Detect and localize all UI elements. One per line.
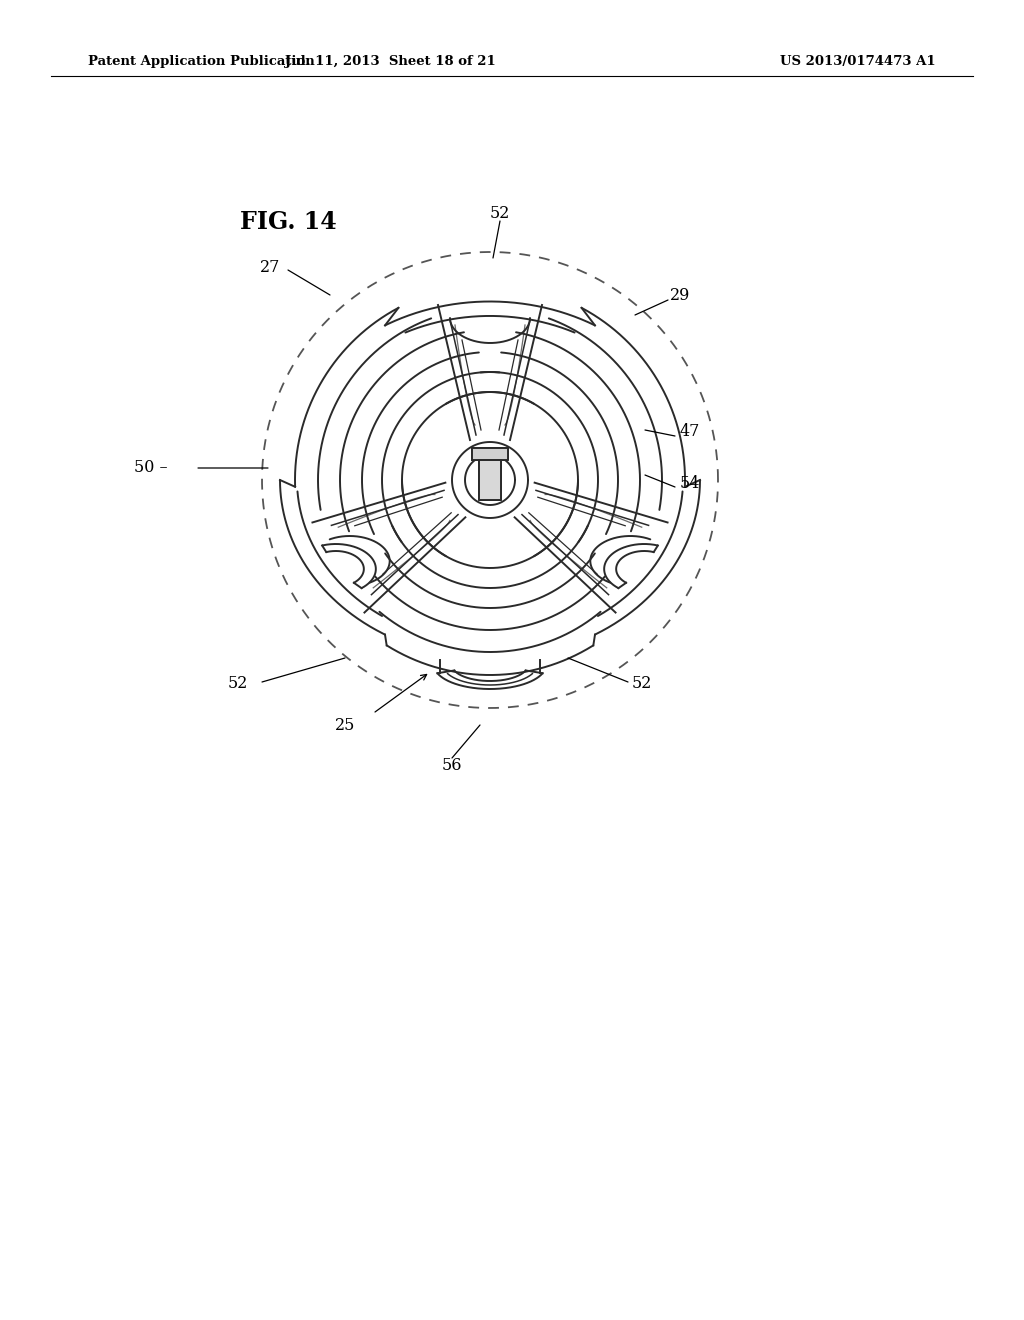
Text: 56: 56 <box>441 758 462 775</box>
Text: 54: 54 <box>680 475 700 492</box>
Text: 52: 52 <box>489 205 510 222</box>
Text: FIG. 14: FIG. 14 <box>240 210 337 234</box>
Text: 52: 52 <box>632 676 652 693</box>
Text: 47: 47 <box>680 424 700 441</box>
Polygon shape <box>472 447 508 459</box>
Text: Jul. 11, 2013  Sheet 18 of 21: Jul. 11, 2013 Sheet 18 of 21 <box>285 55 496 69</box>
Text: 50 –: 50 – <box>134 459 168 477</box>
Text: 52: 52 <box>227 676 248 693</box>
Text: 25: 25 <box>335 718 355 734</box>
Text: 29: 29 <box>670 288 690 305</box>
Polygon shape <box>479 459 501 500</box>
Text: 27: 27 <box>260 260 280 276</box>
Text: US 2013/0174473 A1: US 2013/0174473 A1 <box>780 55 936 69</box>
Text: Patent Application Publication: Patent Application Publication <box>88 55 314 69</box>
